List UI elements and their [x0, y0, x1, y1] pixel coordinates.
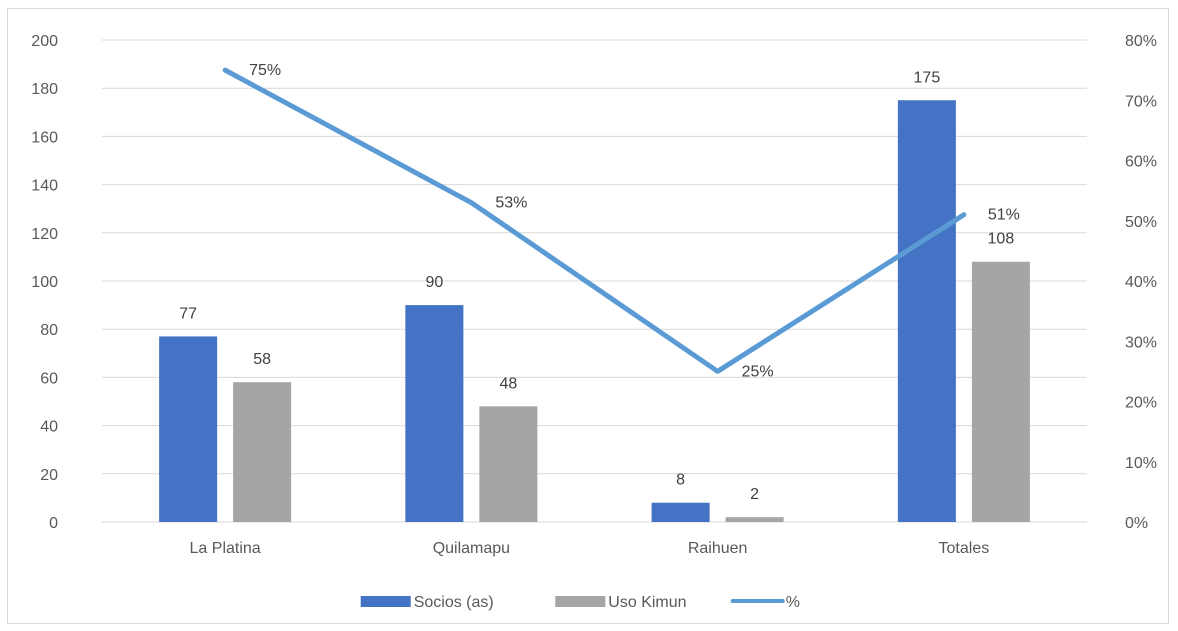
bar — [725, 517, 784, 522]
category-label: Quilamapu — [433, 540, 510, 557]
line-series — [222, 67, 967, 374]
bar-data-label: 108 — [988, 231, 1015, 248]
line-data-label: 25% — [742, 363, 774, 380]
right-axis-ticks: 0% 10% 20% 30% 40% 50% 60% 70% 80% — [1125, 33, 1157, 532]
left-axis-tick-label: 100 — [31, 274, 58, 291]
right-axis-tick-label: 40% — [1125, 274, 1157, 291]
legend: Socios (as) Uso Kimun% — [360, 594, 800, 611]
right-axis-tick-label: 60% — [1125, 154, 1157, 171]
right-axis-tick-label: 20% — [1125, 395, 1157, 412]
legend-label: % — [786, 594, 800, 611]
category-label: Raihuen — [688, 540, 748, 557]
bar — [971, 261, 1030, 522]
legend-label: Uso Kimun — [608, 594, 686, 611]
category-axis-labels: La Platina Quilamapu Raihuen Totales — [190, 540, 990, 557]
data-labels: 77 90 8 175 58 48 2 108 75% 53% 25% 51% — [179, 62, 1020, 503]
bar-data-label: 48 — [499, 375, 517, 392]
legend-label: Socios (as) — [414, 594, 494, 611]
left-axis-tick-label: 160 — [31, 129, 58, 146]
right-axis-tick-label: 80% — [1125, 33, 1157, 50]
line-data-label: 53% — [495, 195, 527, 212]
right-axis-tick-label: 0% — [1125, 515, 1148, 532]
line-data-label: 51% — [988, 207, 1020, 224]
bar — [479, 406, 538, 522]
bar-data-label: 77 — [179, 305, 197, 322]
left-axis-tick-label: 0 — [49, 515, 58, 532]
line-series-path — [222, 67, 967, 374]
right-axis-tick-label: 50% — [1125, 214, 1157, 231]
right-axis-tick-label: 10% — [1125, 455, 1157, 472]
left-axis-tick-label: 200 — [31, 33, 58, 50]
bar — [405, 305, 464, 522]
bar-data-label: 58 — [253, 351, 271, 368]
bar-data-label: 175 — [914, 69, 941, 86]
category-label: Totales — [939, 540, 990, 557]
bar — [897, 100, 956, 522]
left-axis-tick-label: 120 — [31, 226, 58, 243]
left-axis-ticks: 0 20 40 60 80 100 120 140 160 180 200 — [31, 33, 58, 532]
bar — [651, 502, 710, 522]
left-axis-tick-label: 80 — [40, 322, 58, 339]
line-data-label: 75% — [249, 62, 281, 79]
bar-data-label: 90 — [425, 274, 443, 291]
bar — [159, 336, 218, 522]
bar-data-label: 8 — [676, 472, 685, 489]
left-axis-tick-label: 60 — [40, 370, 58, 387]
legend-swatch — [555, 596, 606, 607]
left-axis-tick-label: 140 — [31, 178, 58, 195]
bar-series — [159, 100, 1030, 522]
bar-data-label: 2 — [750, 486, 759, 503]
legend-swatch — [360, 596, 411, 607]
left-axis-tick-label: 180 — [31, 81, 58, 98]
category-label: La Platina — [190, 540, 261, 557]
left-axis-tick-label: 40 — [40, 419, 58, 436]
left-axis-tick-label: 20 — [40, 467, 58, 484]
right-axis-tick-label: 70% — [1125, 93, 1157, 110]
bar — [233, 382, 292, 522]
right-axis-tick-label: 30% — [1125, 334, 1157, 351]
